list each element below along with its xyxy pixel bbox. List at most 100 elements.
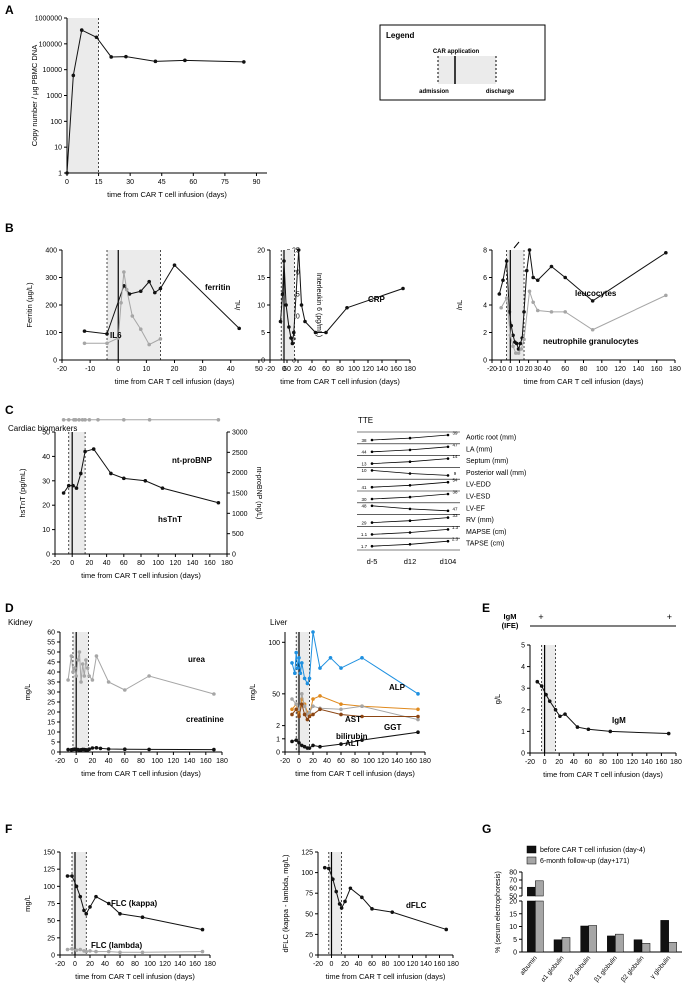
data-point: [88, 905, 92, 909]
data-point: [147, 747, 151, 752]
data-point: [140, 950, 145, 955]
data-point: [237, 326, 241, 331]
chart-b3: -20 -10 0 10 20 30 40 60 80 100 120 140 160 18002468t…: [455, 248, 681, 387]
data-point: [575, 725, 580, 729]
data-point: [307, 746, 312, 750]
tte-point: [446, 480, 450, 484]
data-point: [153, 59, 158, 64]
data-point: [307, 710, 312, 715]
data-point: [324, 330, 328, 335]
data-point: [147, 418, 152, 422]
data-point: [339, 702, 343, 706]
y-tick-label: 75: [305, 891, 313, 898]
x-tick-label: 120: [614, 366, 626, 373]
tte-value-end: 2.3: [452, 537, 459, 542]
chart-a: 0 15 30 45 60 75 90 1 10 100 1000 10000 100000 100000…: [30, 16, 267, 199]
data-point: [547, 699, 552, 703]
tte-point: [370, 469, 374, 472]
x-tick-label: 140: [187, 560, 199, 567]
tte-value-start: 38: [361, 438, 367, 443]
y2-tick-label: 2500: [232, 450, 248, 457]
x-tick-label: 80: [599, 759, 607, 766]
data-point: [608, 729, 613, 734]
legend-title: Legend: [386, 31, 415, 40]
x-tick-label: 80: [336, 366, 344, 373]
series-label: dFLC: [406, 901, 427, 910]
y-axis-label: Copy number / µg PBMC DNA: [30, 45, 39, 146]
series-label: FLC (kappa): [111, 899, 158, 908]
legend-label: 6-month follow-up (day+171): [540, 858, 629, 865]
data-point: [558, 714, 562, 719]
data-point: [90, 678, 95, 682]
tte-row-label: MAPSE (cm): [466, 529, 506, 536]
data-point: [74, 948, 79, 952]
tte-point: [446, 539, 450, 543]
data-point: [78, 894, 83, 899]
data-point: [122, 418, 126, 422]
data-point: [311, 630, 315, 634]
x-tick-label: 45: [158, 179, 166, 186]
bar: [633, 939, 643, 953]
data-point: [172, 263, 177, 267]
series-line: [67, 875, 203, 931]
data-point: [79, 680, 83, 684]
y-tick-label: 0: [53, 358, 57, 365]
y-tick-label: 1000: [46, 93, 62, 100]
data-point: [345, 305, 349, 310]
x-tick-label: -20: [265, 366, 275, 373]
data-point: [158, 286, 163, 291]
tte-row-label: LA (mm): [466, 446, 492, 453]
y-tick-label: 100: [301, 870, 313, 877]
data-point: [416, 714, 420, 719]
x-tick-label: 160: [405, 758, 417, 765]
x-tick-label: -10: [85, 366, 95, 373]
data-point: [297, 655, 301, 660]
data-point: [519, 347, 524, 351]
data-point: [305, 717, 310, 722]
y-tick-label: 1000000: [35, 16, 62, 23]
data-point: [297, 714, 301, 719]
x-tick-label: 140: [641, 759, 653, 766]
series-line: [324, 867, 447, 930]
data-point: [78, 947, 83, 952]
hospital-stay-shade: [296, 632, 310, 752]
data-point: [563, 712, 567, 716]
tte-point: [446, 516, 450, 519]
data-point: [284, 303, 288, 307]
x-tick-label: 0: [116, 366, 120, 373]
data-point: [119, 301, 123, 305]
x-tick-label: 60: [189, 179, 197, 186]
series-label: IgM: [612, 716, 626, 725]
hospital-stay-shade: [506, 250, 525, 360]
tte-value-start: 48: [361, 504, 367, 509]
y2-tick-label: 10: [292, 314, 300, 321]
data-point: [147, 279, 151, 284]
data-point: [290, 341, 295, 346]
y-tick-label: 8: [483, 248, 487, 255]
data-point: [66, 483, 71, 488]
x-axis-label: time from CAR T cell infusion (days): [107, 190, 227, 199]
series-line: [498, 249, 667, 351]
series-label: GGT: [384, 723, 401, 732]
y-tick-label: 50: [47, 650, 55, 657]
tte-column-label: d-5: [367, 557, 378, 566]
data-point: [79, 28, 84, 32]
legend-swatch: [526, 856, 537, 865]
y-tick-label: 5: [521, 643, 525, 650]
data-point: [106, 747, 111, 751]
x-tick-label: 80: [351, 758, 359, 765]
y-tick-label: 15: [509, 911, 517, 918]
x-tick-label: 20: [86, 560, 94, 567]
x-tick-label: 40: [543, 366, 551, 373]
data-point: [313, 330, 318, 335]
x-tick-label: 40: [570, 759, 578, 766]
data-point: [160, 486, 165, 490]
data-point: [303, 319, 307, 324]
tte-point: [370, 450, 374, 454]
x-tick-label: -20: [50, 560, 60, 567]
x-tick-label: 60: [368, 961, 376, 968]
x-tick-label: -20: [313, 961, 323, 968]
data-point: [294, 738, 299, 742]
series-label: nt-proBNP: [172, 456, 213, 465]
data-point: [183, 58, 187, 63]
